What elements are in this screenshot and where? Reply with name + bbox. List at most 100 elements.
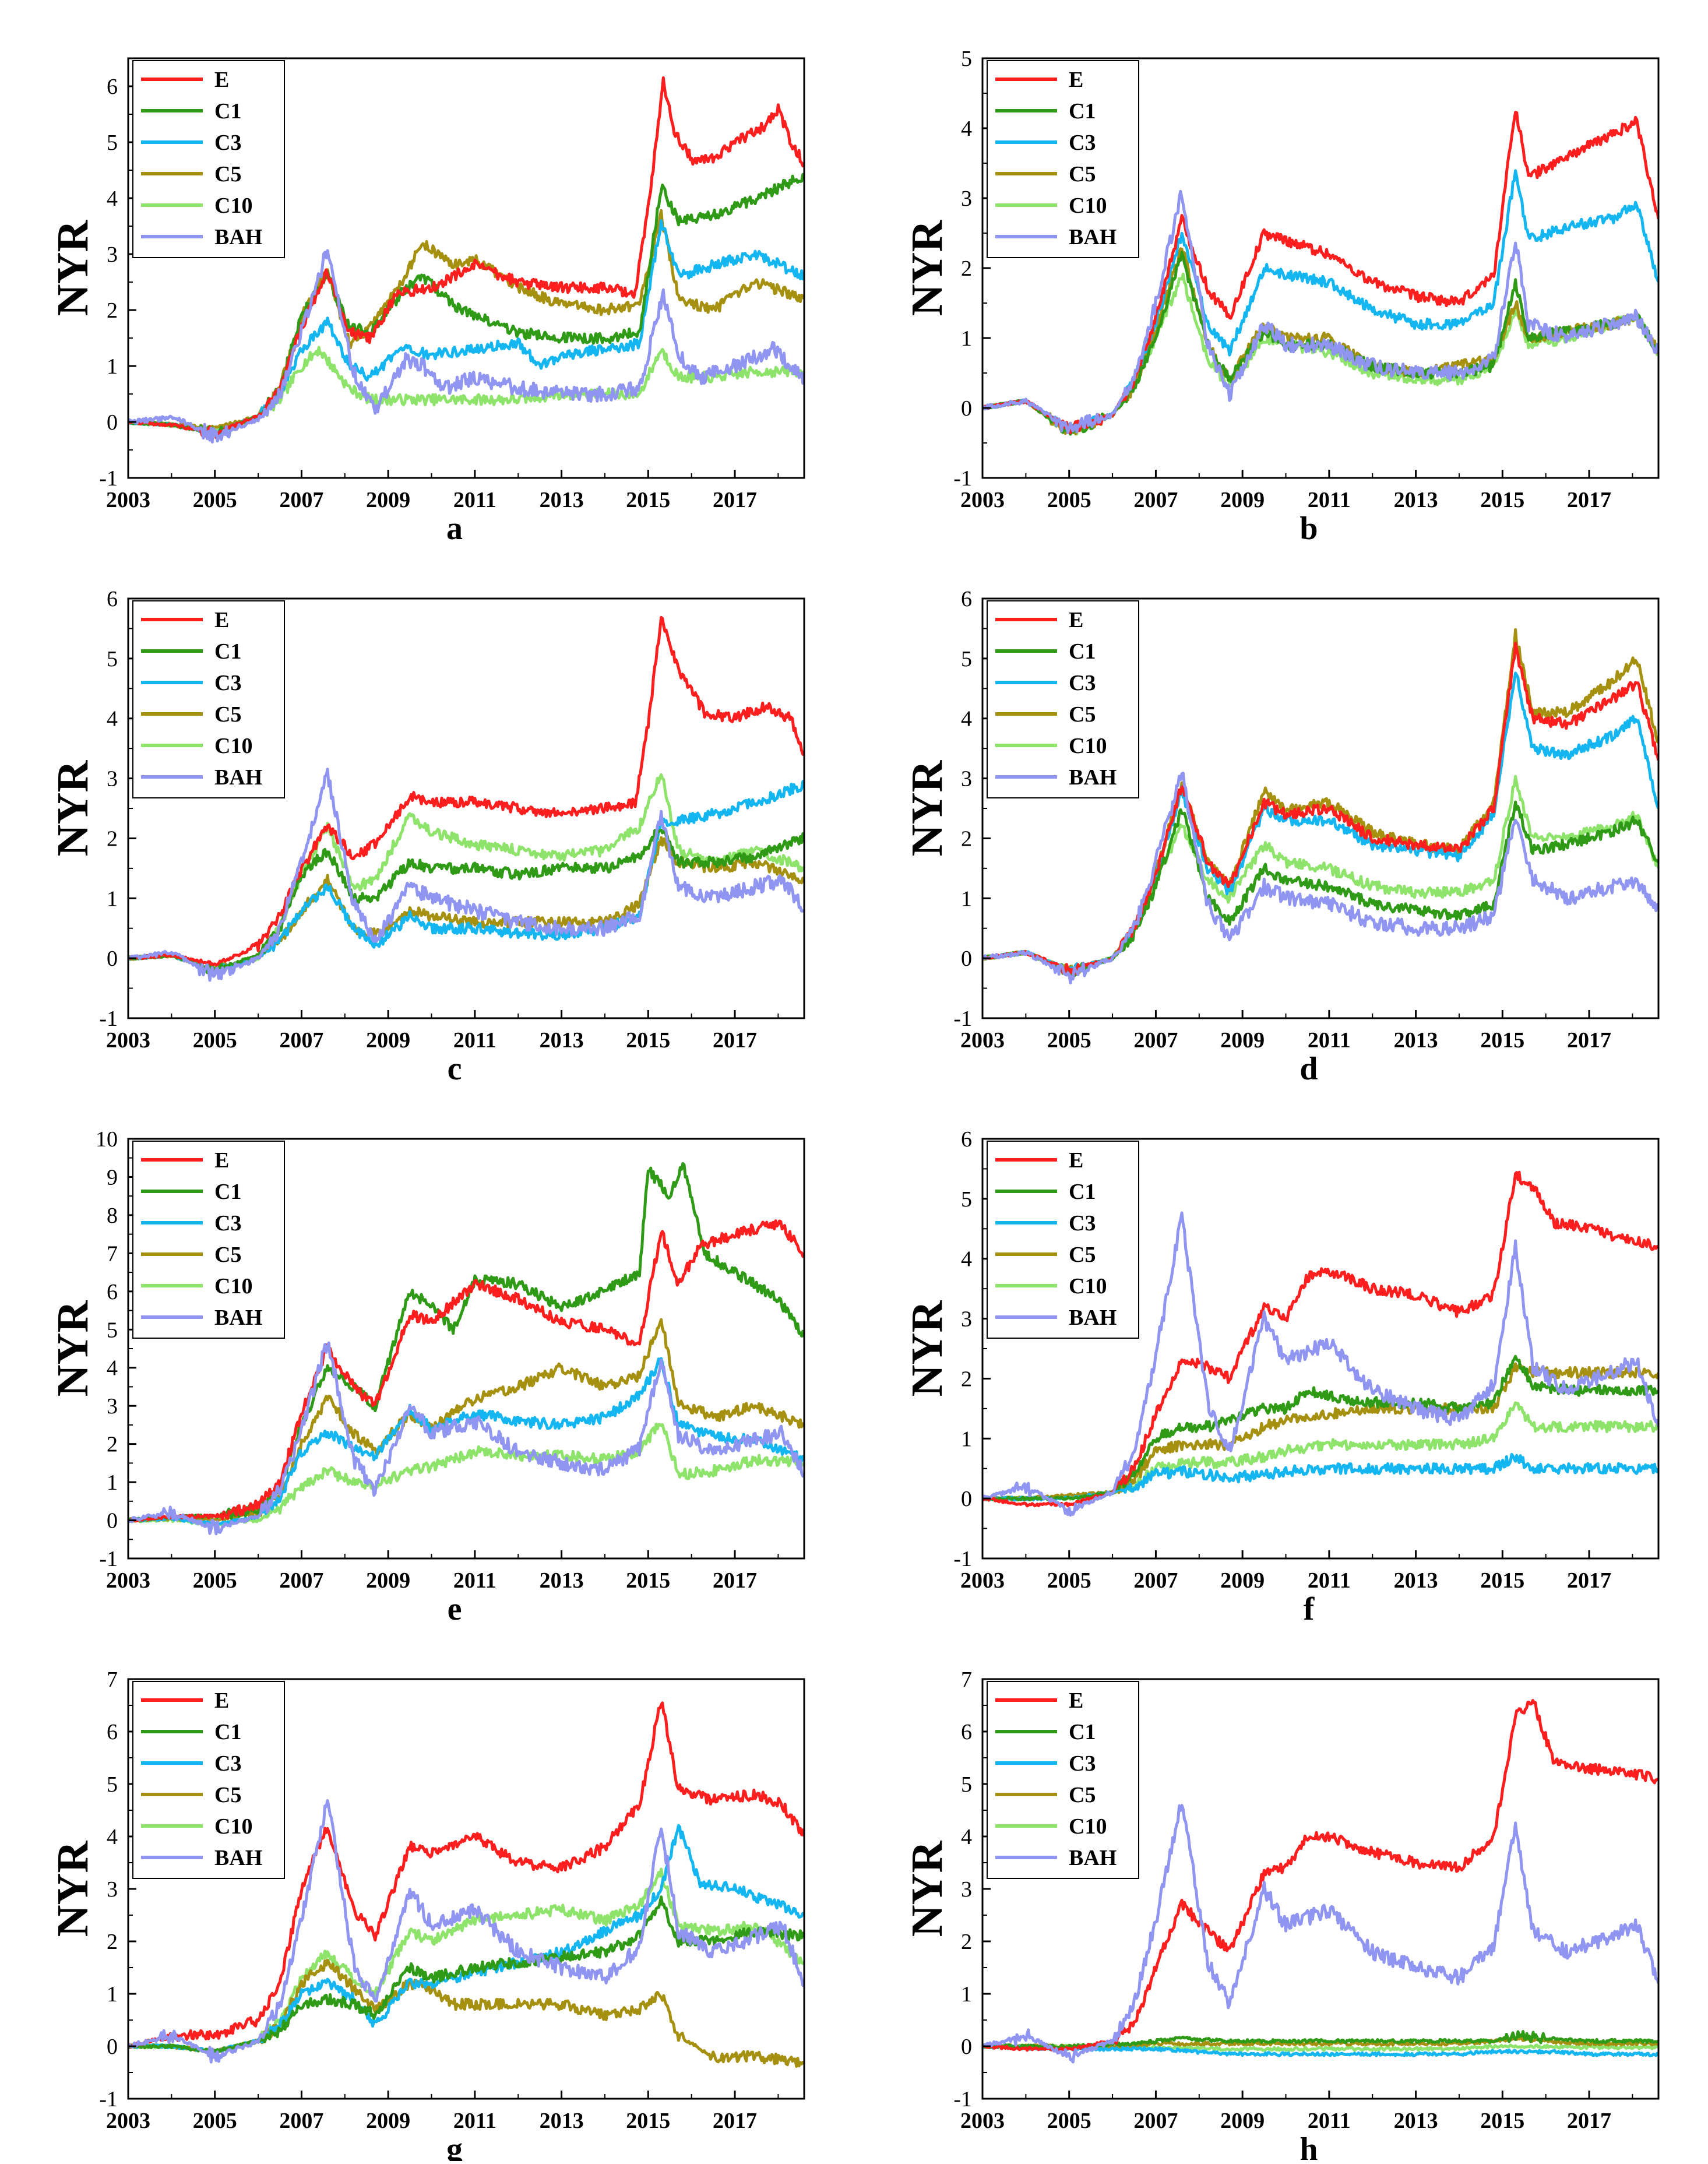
y-tick-label: 4	[107, 1356, 118, 1381]
y-tick-label: 6	[107, 75, 118, 99]
x-tick-label: 2003	[106, 1028, 150, 1053]
legend-label-bah: BAH	[1069, 765, 1117, 790]
legend-label-c1: C1	[1069, 99, 1096, 124]
x-tick-label: 2011	[1308, 1568, 1351, 1593]
legend-label-c5: C5	[214, 1243, 241, 1267]
y-tick-label: 7	[107, 1241, 118, 1266]
series-line-c3	[128, 780, 804, 976]
panel-label: f	[1304, 1591, 1315, 1621]
panel-c: -1 0 1 2 3 4 5 6 2003 2005 2007 2009 2011 2013 2015 201…	[0, 540, 854, 1087]
legend: E C1 C3 C5 C10 BAH	[987, 600, 1139, 798]
x-tick-label: 2017	[1567, 2109, 1611, 2133]
legend-label-c1: C1	[1069, 1720, 1096, 1744]
x-tick-label: 2015	[626, 488, 670, 512]
y-tick-label: 5	[961, 1187, 972, 1212]
series-line-bah	[128, 249, 804, 444]
legend-label-c10: C10	[214, 734, 252, 758]
y-tick-label: 6	[107, 1720, 118, 1744]
panel-label: g	[446, 2131, 463, 2161]
y-tick-label: 1	[107, 354, 118, 379]
x-tick-label: 2007	[1133, 2109, 1178, 2133]
y-tick-label: 4	[107, 707, 118, 731]
legend-label-c5: C5	[1069, 1243, 1096, 1267]
legend: E C1 C3 C5 C10 BAH	[987, 60, 1139, 258]
x-tick-label: 2015	[1480, 1028, 1524, 1053]
series-line-bah	[982, 1211, 1658, 1517]
x-tick-label: 2015	[1480, 2109, 1524, 2133]
series-line-bah	[128, 1341, 804, 1536]
x-tick-label: 2011	[1308, 488, 1351, 512]
y-tick-label: 3	[107, 1394, 118, 1419]
x-tick-label: 2017	[1567, 488, 1611, 512]
series-line-bah	[128, 768, 804, 982]
y-tick-label: 1	[961, 886, 972, 911]
x-tick-label: 2009	[366, 1028, 410, 1053]
panel-label: h	[1300, 2131, 1318, 2161]
y-tick-label: 5	[107, 1772, 118, 1797]
y-tick-label: 5	[961, 1772, 972, 1797]
x-tick-label: 2009	[1220, 1568, 1265, 1593]
y-tick-label: 2	[961, 256, 972, 281]
x-tick-label: 2009	[1220, 488, 1265, 512]
x-tick-label: 2007	[1133, 1028, 1178, 1053]
y-tick-label: 0	[961, 396, 972, 421]
x-tick-label: 2009	[1220, 2109, 1265, 2133]
panel-g: -1 0 1 2 3 4 5 6 7 2003 2005 2007 2009 2011 2013 2015 20…	[0, 1621, 854, 2164]
y-tick-label: -1	[99, 1547, 118, 1571]
y-tick-label: 10	[96, 1127, 118, 1152]
series-line-e	[128, 76, 804, 439]
panel-label: e	[448, 1591, 462, 1621]
y-tick-label: 6	[961, 1127, 972, 1152]
chart-d: -1 0 1 2 3 4 5 6 2003 2005 2007 2009 2011 2013 2015 201…	[903, 587, 1660, 1087]
panel-label: d	[1300, 1051, 1318, 1081]
y-axis-label: NYR	[903, 1300, 952, 1397]
chart-c: -1 0 1 2 3 4 5 6 2003 2005 2007 2009 2011 2013 2015 201…	[48, 587, 805, 1087]
legend-label-bah: BAH	[1069, 225, 1117, 249]
y-tick-label: 3	[107, 242, 118, 267]
y-tick-label: 2	[961, 826, 972, 851]
x-tick-label: 2009	[366, 1568, 410, 1593]
y-axis-label: NYR	[48, 1300, 97, 1397]
x-tick-label: 2005	[1047, 488, 1091, 512]
x-tick-label: 2015	[626, 2109, 670, 2133]
y-tick-label: 3	[107, 767, 118, 791]
legend-label-c5: C5	[1069, 1783, 1096, 1807]
legend-label-c1: C1	[1069, 639, 1096, 664]
y-tick-label: 1	[961, 326, 972, 351]
x-tick-label: 2017	[1567, 1028, 1611, 1053]
y-tick-label: 3	[961, 1877, 972, 1902]
x-tick-label: 2017	[1567, 1568, 1611, 1593]
legend-label-c1: C1	[214, 1180, 241, 1204]
legend-label-e: E	[1069, 608, 1083, 632]
legend-label-bah: BAH	[1069, 1306, 1117, 1330]
panel-label: c	[448, 1051, 462, 1081]
series-line-c10	[982, 272, 1658, 436]
x-tick-label: 2007	[279, 2109, 323, 2133]
y-tick-label: 3	[961, 187, 972, 211]
x-tick-label: 2013	[540, 2109, 584, 2133]
x-tick-label: 2003	[106, 488, 150, 512]
legend-label-c10: C10	[1069, 193, 1107, 218]
y-tick-label: -1	[953, 1547, 972, 1571]
legend-label-c5: C5	[1069, 162, 1096, 187]
x-tick-label: 2009	[1220, 1028, 1265, 1053]
x-tick-label: 2011	[453, 488, 496, 512]
y-tick-label: 1	[961, 1427, 972, 1451]
x-tick-label: 2007	[279, 488, 323, 512]
series-line-bah	[982, 1804, 1658, 2064]
series-line-bah	[128, 1799, 804, 2064]
x-tick-label: 2013	[1394, 1568, 1438, 1593]
x-tick-label: 2009	[366, 488, 410, 512]
legend-label-c3: C3	[1069, 131, 1096, 155]
x-tick-label: 2017	[713, 488, 757, 512]
legend-label-bah: BAH	[214, 225, 262, 249]
y-tick-label: 1	[107, 1982, 118, 2007]
y-axis-label: NYR	[48, 220, 97, 316]
chart-h: -1 0 1 2 3 4 5 6 7 2003 2005 2007 2009 2011 2013 2015 20…	[903, 1667, 1660, 2164]
panel-e: -1 0 1 2 3 4 5 6 7 8 9 10 2003 2005 2007 2009 2011 2013 20…	[0, 1081, 854, 1627]
x-tick-label: 2009	[366, 2109, 410, 2133]
y-tick-label: 0	[961, 946, 972, 971]
x-tick-label: 2011	[1308, 2109, 1351, 2133]
panel-f: -1 0 1 2 3 4 5 6 2003 2005 2007 2009 2011 2013 2015 201…	[854, 1081, 1708, 1627]
y-tick-label: 4	[961, 1247, 972, 1272]
